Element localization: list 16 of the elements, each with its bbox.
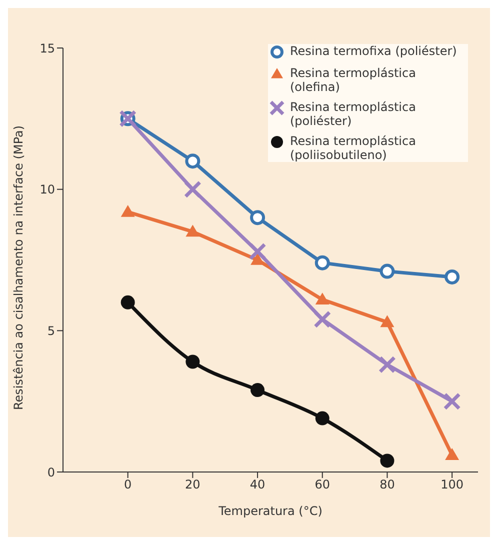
x-tick-label: 40	[250, 478, 266, 492]
legend-label: Resina termoplástica (poliisobutileno)	[290, 134, 417, 162]
legend-label: Resina termoplástica (olefina)	[290, 66, 417, 94]
y-tick-label: 10	[40, 182, 55, 197]
x-axis-title: Temperatura (°C)	[218, 504, 322, 518]
y-tick-label: 15	[40, 41, 55, 56]
x-tick-label: 60	[314, 478, 330, 492]
x-tick-label: 20	[185, 478, 200, 492]
x-tick-label: 0	[124, 478, 132, 492]
x-tick-label: 100	[440, 478, 464, 492]
y-tick-label: 0	[47, 465, 55, 480]
x-tick-label: 80	[380, 478, 395, 492]
y-tick-label: 5	[47, 324, 55, 338]
y-axis-title: Resistência ao cisalhamento na interface (MPa)	[11, 125, 26, 410]
legend-label: Resina termofixa (poliéster)	[290, 44, 458, 58]
legend-label: Resina termoplástica (poliéster)	[290, 100, 417, 128]
